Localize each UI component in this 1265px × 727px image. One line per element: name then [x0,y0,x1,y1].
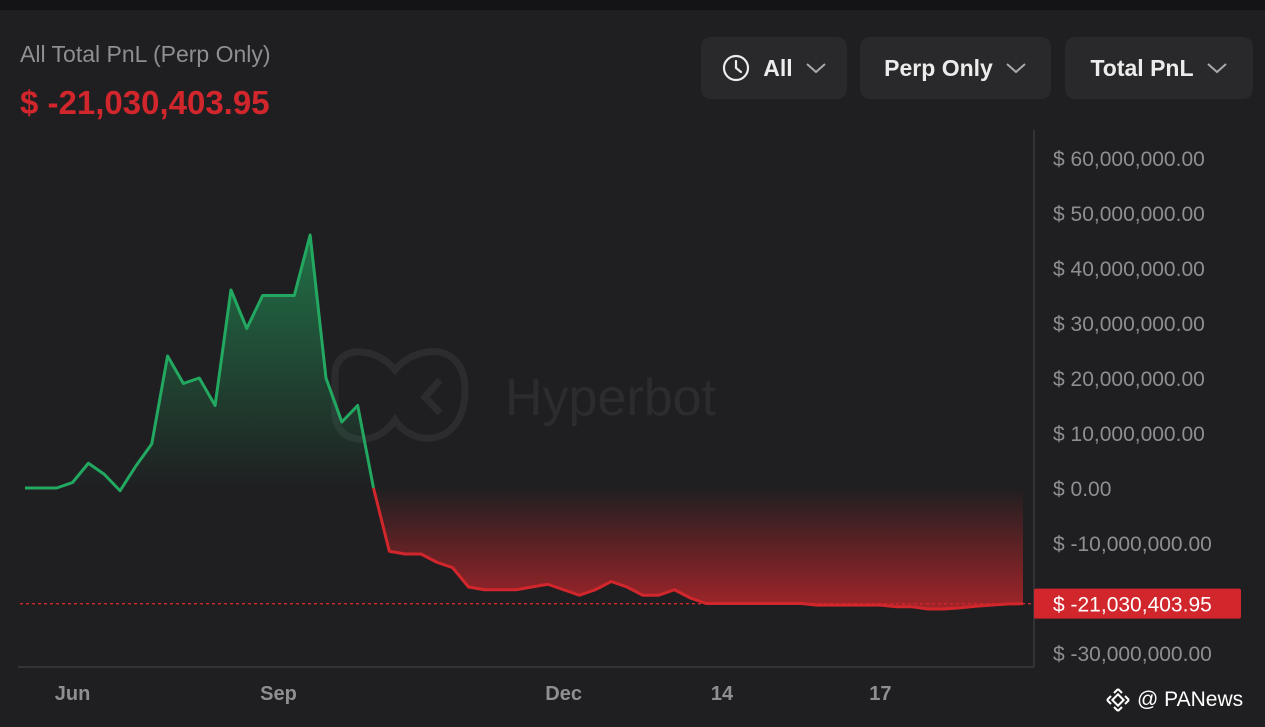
y-tick-label: $ 20,000,000.00 [1053,368,1205,391]
negative-area [373,488,1023,609]
x-tick-label: 14 [711,683,734,705]
binance-icon [1106,688,1130,712]
y-tick-label: $ 60,000,000.00 [1053,148,1205,171]
total-pnl-value: $ -21,030,403.95 [20,84,270,121]
panews-watermark: @ PANews [1105,687,1243,713]
current-value-badge [1034,588,1241,619]
current-value-label: $ -21,030,403.95 [1053,594,1212,617]
chevron-down-icon [1206,63,1227,74]
y-tick-label: $ -30,000,000.00 [1053,643,1212,666]
y-tick-label: $ 10,000,000.00 [1053,423,1205,446]
chevron-down-icon [1006,63,1026,74]
y-tick-label: $ -10,000,000.00 [1053,533,1212,556]
x-tick-label: Sep [260,683,297,705]
time-range-dropdown[interactable]: All [701,37,847,99]
footer-text: @ PANews [1137,688,1244,711]
x-tick-label: Dec [545,683,582,705]
negative-pnl-line [372,487,1024,611]
chart-title: All Total PnL (Perp Only) [20,41,271,67]
top-bar [0,0,1265,10]
y-tick-label: $ 40,000,000.00 [1053,258,1205,281]
y-tick-label: $ 0.00 [1053,478,1111,501]
x-tick-label: 17 [869,683,891,705]
clock-icon [723,54,750,82]
x-tick-label: Jun [55,683,91,705]
metric-dropdown[interactable]: Total PnL [1065,37,1253,99]
hyperbot-watermark: Hyperbot [505,369,716,427]
y-tick-label: $ 50,000,000.00 [1053,203,1205,226]
positive-area [25,235,374,491]
metric-label: Total PnL [1090,54,1194,81]
chevron-down-icon [806,63,826,74]
market-type-dropdown[interactable]: Perp Only [860,37,1051,99]
y-tick-label: $ 30,000,000.00 [1053,313,1205,336]
market-type-label: Perp Only [884,54,993,81]
time-range-label: All [763,54,793,81]
positive-pnl-line [25,233,375,493]
